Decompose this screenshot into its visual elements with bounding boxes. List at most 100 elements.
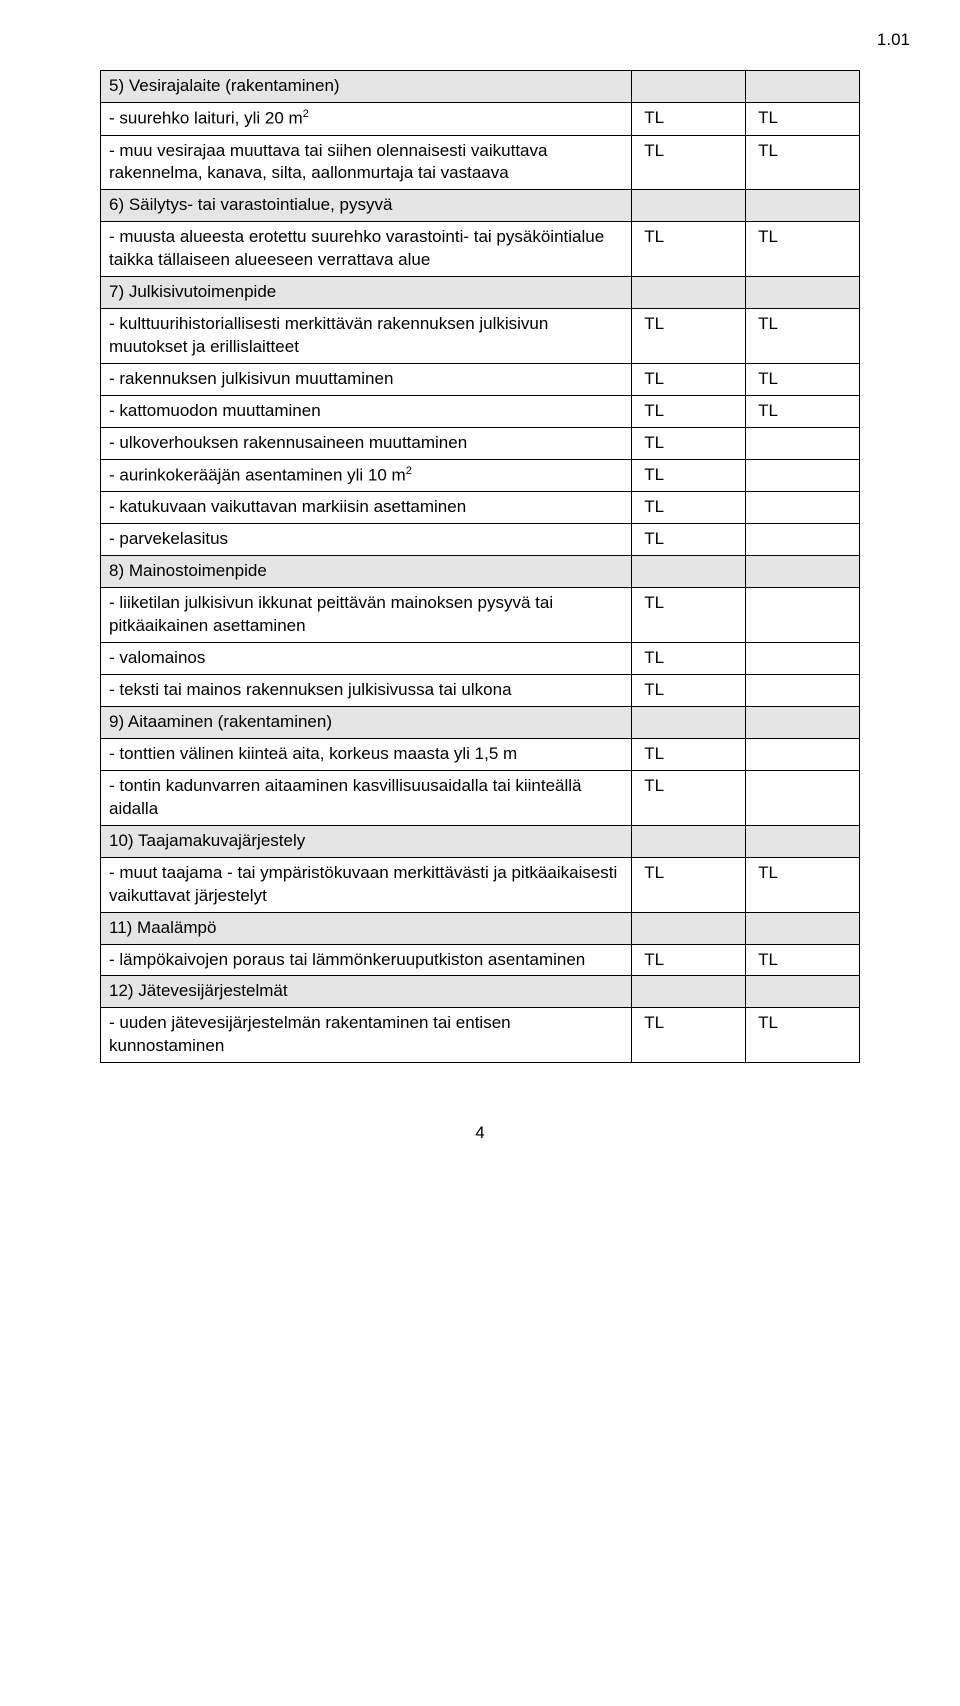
row-col1: TL <box>632 588 746 643</box>
row-label: - kattomuodon muuttaminen <box>101 395 632 427</box>
row-col1: TL <box>632 309 746 364</box>
section-col2 <box>746 190 860 222</box>
row-col2 <box>746 643 860 675</box>
row-label: - aurinkokerääjän asentaminen yli 10 m2 <box>101 459 632 492</box>
row-col2 <box>746 492 860 524</box>
section-col1 <box>632 190 746 222</box>
row-col1: TL <box>632 222 746 277</box>
footer-page-number: 4 <box>100 1123 860 1143</box>
row-col2: TL <box>746 135 860 190</box>
row-label: - tonttien välinen kiinteä aita, korkeus… <box>101 738 632 770</box>
row-col2 <box>746 770 860 825</box>
section-label: 10) Taajamakuvajärjestely <box>101 825 632 857</box>
data-row: - liiketilan julkisivun ikkunat peittävä… <box>101 588 860 643</box>
section-row: 11) Maalämpö <box>101 912 860 944</box>
row-col2 <box>746 588 860 643</box>
row-col1: TL <box>632 1008 746 1063</box>
row-label: - valomainos <box>101 643 632 675</box>
section-col2 <box>746 976 860 1008</box>
section-col2 <box>746 556 860 588</box>
row-col1: TL <box>632 643 746 675</box>
row-label: - liiketilan julkisivun ikkunat peittävä… <box>101 588 632 643</box>
row-col2: TL <box>746 222 860 277</box>
section-col2 <box>746 71 860 103</box>
section-col1 <box>632 976 746 1008</box>
row-label: - rakennuksen julkisivun muuttaminen <box>101 364 632 396</box>
section-label: 7) Julkisivutoimenpide <box>101 277 632 309</box>
data-row: - tontin kadunvarren aitaaminen kasvilli… <box>101 770 860 825</box>
section-label: 6) Säilytys- tai varastointialue, pysyvä <box>101 190 632 222</box>
row-col1: TL <box>632 459 746 492</box>
page-corner-number: 1.01 <box>877 30 910 50</box>
row-label: - tontin kadunvarren aitaaminen kasvilli… <box>101 770 632 825</box>
row-col2: TL <box>746 102 860 135</box>
data-row: - kulttuurihistoriallisesti merkittävän … <box>101 309 860 364</box>
row-col1: TL <box>632 102 746 135</box>
permit-table: 5) Vesirajalaite (rakentaminen)- suurehk… <box>100 70 860 1063</box>
data-row: - parvekelasitusTL <box>101 524 860 556</box>
row-col2: TL <box>746 309 860 364</box>
row-col1: TL <box>632 675 746 707</box>
data-row: - uuden jätevesijärjestelmän rakentamine… <box>101 1008 860 1063</box>
data-row: - katukuvaan vaikuttavan markiisin asett… <box>101 492 860 524</box>
section-col2 <box>746 707 860 739</box>
data-row: - valomainosTL <box>101 643 860 675</box>
section-label: 11) Maalämpö <box>101 912 632 944</box>
section-label: 9) Aitaaminen (rakentaminen) <box>101 707 632 739</box>
row-col2 <box>746 427 860 459</box>
section-col2 <box>746 277 860 309</box>
section-col1 <box>632 825 746 857</box>
section-row: 6) Säilytys- tai varastointialue, pysyvä <box>101 190 860 222</box>
row-col1: TL <box>632 770 746 825</box>
superscript: 2 <box>406 465 412 477</box>
section-col2 <box>746 825 860 857</box>
row-col1: TL <box>632 492 746 524</box>
section-col1 <box>632 277 746 309</box>
row-col1: TL <box>632 857 746 912</box>
data-row: - teksti tai mainos rakennuksen julkisiv… <box>101 675 860 707</box>
row-col2: TL <box>746 1008 860 1063</box>
row-col2: TL <box>746 944 860 976</box>
section-row: 8) Mainostoimenpide <box>101 556 860 588</box>
row-label: - kulttuurihistoriallisesti merkittävän … <box>101 309 632 364</box>
section-row: 10) Taajamakuvajärjestely <box>101 825 860 857</box>
section-col1 <box>632 912 746 944</box>
row-label: - teksti tai mainos rakennuksen julkisiv… <box>101 675 632 707</box>
section-label: 12) Jätevesijärjestelmät <box>101 976 632 1008</box>
section-col1 <box>632 71 746 103</box>
row-col2: TL <box>746 395 860 427</box>
section-col1 <box>632 556 746 588</box>
row-col2: TL <box>746 857 860 912</box>
section-row: 12) Jätevesijärjestelmät <box>101 976 860 1008</box>
data-row: - suurehko laituri, yli 20 m2TLTL <box>101 102 860 135</box>
data-row: - aurinkokerääjän asentaminen yli 10 m2T… <box>101 459 860 492</box>
row-label: - muut taajama - tai ympäristökuvaan mer… <box>101 857 632 912</box>
section-row: 7) Julkisivutoimenpide <box>101 277 860 309</box>
row-col1: TL <box>632 944 746 976</box>
data-row: - ulkoverhouksen rakennusaineen muuttami… <box>101 427 860 459</box>
row-col1: TL <box>632 427 746 459</box>
row-col2: TL <box>746 364 860 396</box>
row-col1: TL <box>632 738 746 770</box>
row-label: - uuden jätevesijärjestelmän rakentamine… <box>101 1008 632 1063</box>
row-col1: TL <box>632 364 746 396</box>
data-row: - tonttien välinen kiinteä aita, korkeus… <box>101 738 860 770</box>
row-col2 <box>746 459 860 492</box>
row-label: - parvekelasitus <box>101 524 632 556</box>
section-row: 5) Vesirajalaite (rakentaminen) <box>101 71 860 103</box>
row-col2 <box>746 675 860 707</box>
section-col1 <box>632 707 746 739</box>
row-label: - ulkoverhouksen rakennusaineen muuttami… <box>101 427 632 459</box>
row-label: - muu vesirajaa muuttava tai siihen olen… <box>101 135 632 190</box>
row-label: - lämpökaivojen poraus tai lämmönkeruupu… <box>101 944 632 976</box>
section-row: 9) Aitaaminen (rakentaminen) <box>101 707 860 739</box>
row-col2 <box>746 738 860 770</box>
row-label: - suurehko laituri, yli 20 m2 <box>101 102 632 135</box>
data-row: - muu vesirajaa muuttava tai siihen olen… <box>101 135 860 190</box>
superscript: 2 <box>303 108 309 120</box>
row-label: - katukuvaan vaikuttavan markiisin asett… <box>101 492 632 524</box>
row-col2 <box>746 524 860 556</box>
row-label: - muusta alueesta erotettu suurehko vara… <box>101 222 632 277</box>
data-row: - muusta alueesta erotettu suurehko vara… <box>101 222 860 277</box>
data-row: - muut taajama - tai ympäristökuvaan mer… <box>101 857 860 912</box>
